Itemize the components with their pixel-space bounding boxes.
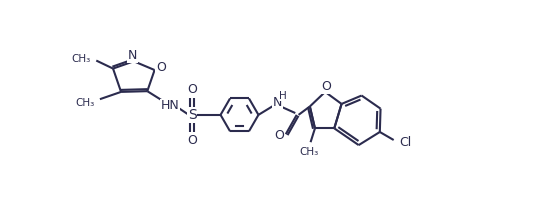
Text: O: O [156, 61, 166, 74]
Text: N: N [273, 96, 282, 109]
Text: CH₃: CH₃ [299, 147, 318, 157]
Text: O: O [187, 134, 197, 147]
Text: CH₃: CH₃ [75, 98, 95, 108]
Text: S: S [188, 108, 197, 122]
Text: CH₃: CH₃ [72, 54, 91, 64]
Text: O: O [274, 130, 284, 142]
Text: O: O [187, 83, 197, 96]
Text: O: O [321, 80, 331, 93]
Text: H: H [279, 91, 287, 101]
Text: N: N [128, 49, 137, 62]
Text: Cl: Cl [399, 136, 411, 149]
Text: HN: HN [161, 99, 179, 112]
